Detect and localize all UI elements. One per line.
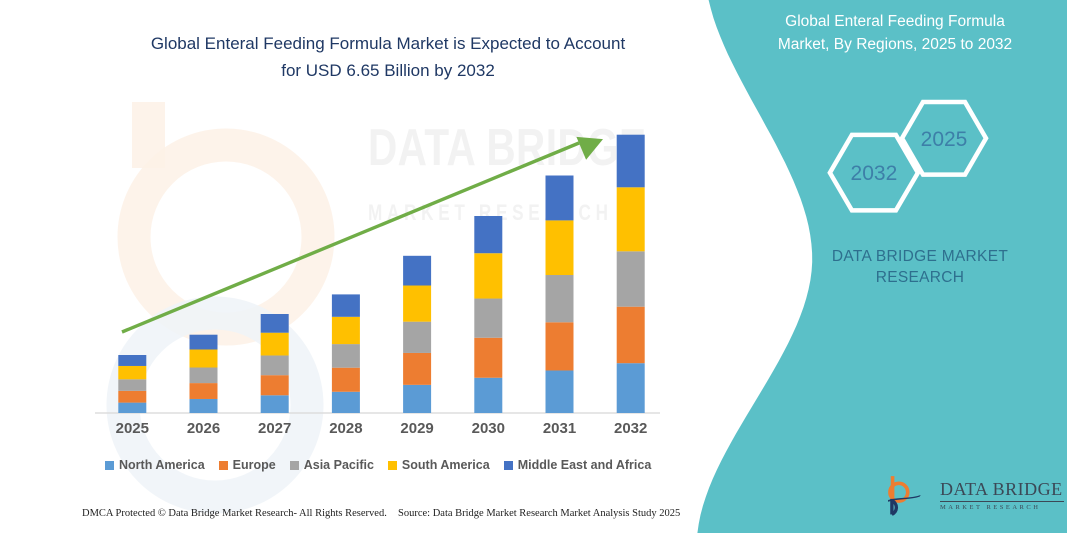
svg-text:2030: 2030 bbox=[472, 420, 505, 437]
svg-text:2032: 2032 bbox=[614, 420, 647, 437]
svg-text:2027: 2027 bbox=[258, 420, 291, 437]
svg-text:2029: 2029 bbox=[400, 420, 433, 437]
svg-text:2025: 2025 bbox=[116, 420, 149, 437]
svg-text:2031: 2031 bbox=[543, 420, 576, 437]
svg-text:2026: 2026 bbox=[187, 420, 220, 437]
svg-text:2028: 2028 bbox=[329, 420, 362, 437]
